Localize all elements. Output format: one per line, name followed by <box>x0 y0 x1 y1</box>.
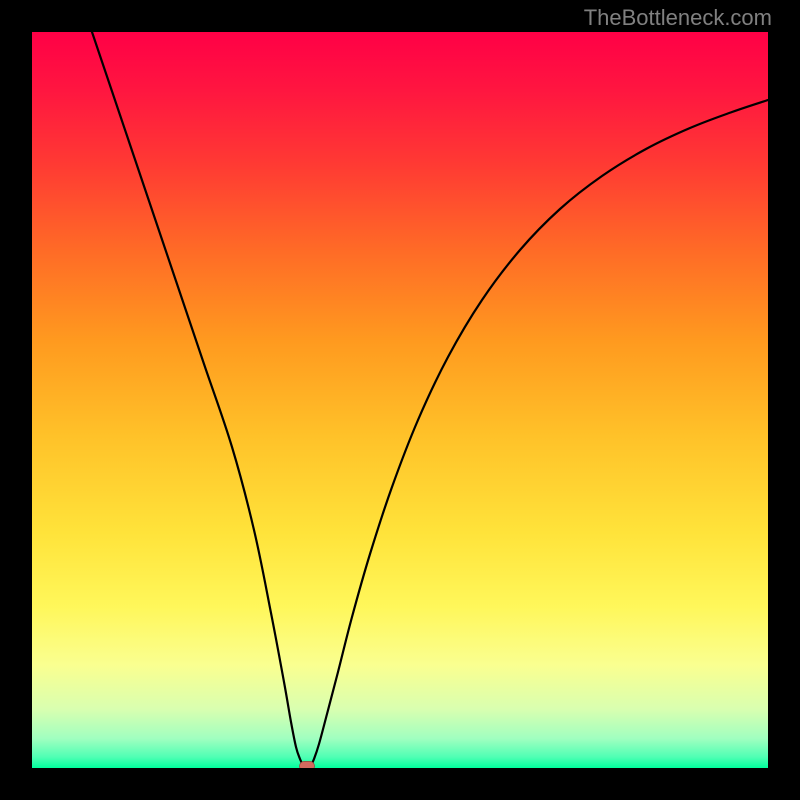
chart-frame <box>32 32 768 768</box>
minimum-marker <box>300 762 315 769</box>
watermark-text: TheBottleneck.com <box>584 5 772 31</box>
chart-svg <box>32 32 768 768</box>
